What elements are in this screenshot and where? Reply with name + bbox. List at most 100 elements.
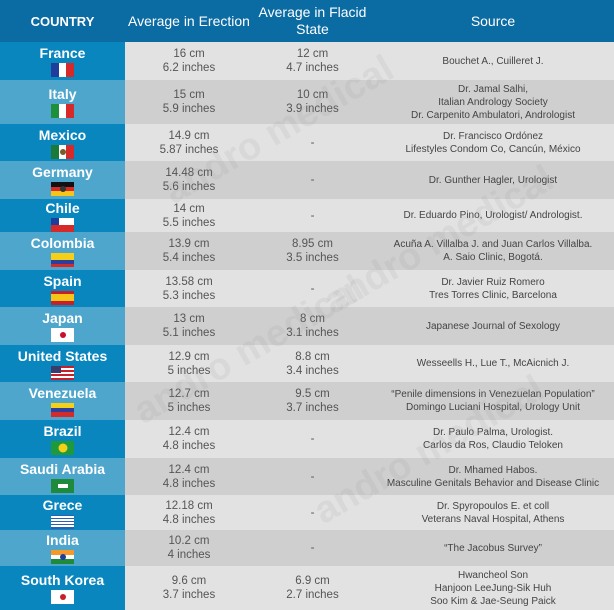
flacid-inches: 3.9 inches (286, 103, 339, 115)
flacid-cm: - (310, 470, 315, 483)
country-cell: Japan (0, 307, 125, 345)
country-name: Italy (48, 86, 77, 102)
erection-inches: 4 inches (167, 549, 211, 561)
country-name: United States (17, 347, 108, 364)
source-line: Dr. Francisco Ordónez (442, 130, 544, 142)
header-erection: Average in Erection (128, 12, 250, 29)
table-row: France 16 cm 6.2 inches 12 cm 4.7 inches… (0, 42, 614, 80)
header-source: Source (470, 12, 516, 29)
flacid-cm: 8.95 cm (292, 238, 333, 250)
header-country: COUNTRY (30, 13, 95, 29)
flacid-cm: - (310, 174, 315, 186)
country-cell: France (0, 42, 125, 80)
source-cell: Acuña A. Villalba J. and Juan Carlos Vil… (372, 232, 614, 270)
flag-icon (51, 478, 74, 493)
erection-inches: 5.5 inches (162, 216, 216, 229)
table-row: Mexico 14.9 cm 5.87 inches - Dr. Francis… (0, 124, 614, 161)
flacid-cell: 8 cm 3.1 inches (253, 307, 372, 345)
flacid-inches: 2.7 inches (286, 589, 339, 601)
flacid-cell: - (253, 495, 372, 530)
source-cell: Japanese Journal of Sexology (372, 307, 614, 345)
erection-cm: 12.7 cm (168, 388, 210, 400)
country-name: Colombia (30, 235, 95, 251)
table-row: Japan 13 cm 5.1 inches 8 cm 3.1 inches J… (0, 307, 614, 345)
source-cell: Dr. Gunther Hagler, Urologist (372, 161, 614, 199)
flacid-cell: - (253, 458, 372, 495)
erection-cm: 15 cm (173, 89, 205, 101)
flacid-cm: 9.5 cm (295, 388, 330, 400)
country-cell: India (0, 530, 125, 566)
erection-cm: 12.4 cm (168, 426, 210, 438)
source-cell: Dr. Spyropoulos E. et coll Veterans Naval… (372, 495, 614, 530)
country-cell: Germany (0, 161, 125, 199)
erection-cm: 12.4 cm (168, 463, 210, 476)
country-name: Grece (42, 496, 83, 513)
table-header: COUNTRY Average in Erection Average in F… (0, 0, 614, 42)
source-cell: Dr. Mhamed Habos. Masculine Genitals Beha… (372, 458, 614, 495)
erection-cm: 14.9 cm (168, 129, 210, 142)
erection-inches: 5 inches (167, 402, 211, 414)
country-cell: Brazil (0, 420, 125, 458)
flacid-cell: - (253, 124, 372, 161)
table-row: Venezuela 12.7 cm 5 inches 9.5 cm 3.7 in… (0, 382, 614, 420)
flacid-cell: - (253, 420, 372, 458)
erection-cell: 12.4 cm 4.8 inches (125, 420, 253, 458)
country-name: Japan (42, 310, 83, 326)
erection-inches: 5.9 inches (162, 103, 216, 115)
country-cell: Grece (0, 495, 125, 530)
erection-inches: 5.3 inches (162, 289, 216, 302)
flacid-cm: 8.8 cm (295, 350, 330, 363)
flacid-cell: 12 cm 4.7 inches (253, 42, 372, 80)
table-row: Saudi Arabia 12.4 cm 4.8 inches - Dr. Mh… (0, 458, 614, 495)
erection-cell: 14 cm 5.5 inches (125, 199, 253, 232)
source-cell: Dr. Eduardo Pino, Urologist/ Andrologist… (372, 199, 614, 232)
source-line: Masculine Genitals Behavior and Disease … (386, 477, 600, 489)
source-line: Dr. Jamal Salhi, (457, 83, 529, 95)
source-line: Carlos da Ros, Claudio Teloken (423, 440, 563, 451)
table-body: France 16 cm 6.2 inches 12 cm 4.7 inches… (0, 42, 614, 610)
source-line: Wesseells H., Lue T., McAicnich J. (416, 358, 570, 369)
source-cell: Wesseells H., Lue T., McAicnich J. (372, 345, 614, 382)
source-line: Japanese Journal of Sexology (426, 320, 560, 332)
flag-icon (51, 144, 74, 159)
source-line: Bouchet A., Cuilleret J. (442, 55, 544, 67)
source-cell: Dr. Jamal Salhi, Italian Andrology Societ… (372, 80, 614, 124)
source-line: Soo Kim & Jae-Seung Paick (430, 595, 556, 607)
flacid-cm: - (310, 542, 315, 554)
flag-icon (51, 403, 74, 417)
source-cell: “The Jacobus Survey” (372, 530, 614, 566)
flag-icon (51, 550, 74, 564)
source-line: Dr. Carpenito Ambulatori, Andrologist (411, 109, 575, 121)
flacid-cm: 10 cm (296, 89, 329, 101)
erection-inches: 3.7 inches (162, 589, 216, 601)
country-cell: South Korea (0, 566, 125, 610)
header-flacid: Average in Flacid State (258, 4, 367, 37)
country-name: Mexico (38, 126, 87, 143)
erection-inches: 5.1 inches (162, 327, 216, 339)
erection-cell: 16 cm 6.2 inches (125, 42, 253, 80)
flacid-cm: 8 cm (300, 313, 325, 325)
flacid-inches: 3.4 inches (286, 364, 339, 377)
country-name: Germany (32, 164, 93, 180)
flag-icon (51, 365, 74, 380)
erection-cell: 14.48 cm 5.6 inches (125, 161, 253, 199)
flacid-cell: 6.9 cm 2.7 inches (253, 566, 372, 610)
source-line: Dr. Spyropoulos E. et coll (436, 500, 550, 512)
flag-icon (51, 514, 74, 529)
erection-cell: 15 cm 5.9 inches (125, 80, 253, 124)
erection-inches: 5.87 inches (159, 143, 219, 156)
erection-cell: 13 cm 5.1 inches (125, 307, 253, 345)
flag-icon (51, 290, 74, 305)
erection-cell: 12.4 cm 4.8 inches (125, 458, 253, 495)
flacid-cm: 12 cm (296, 48, 329, 60)
erection-cm: 16 cm (173, 48, 205, 60)
source-line: A. Saio Clinic, Bogotá. (443, 252, 543, 263)
country-cell: Venezuela (0, 382, 125, 420)
flag-icon (51, 253, 74, 267)
erection-inches: 6.2 inches (162, 62, 216, 74)
source-line: Dr. Mhamed Habos. (448, 464, 538, 476)
table-row: Colombia 13.9 cm 5.4 inches 8.95 cm 3.5 … (0, 232, 614, 270)
erection-cell: 13.9 cm 5.4 inches (125, 232, 253, 270)
flacid-cm: - (310, 136, 315, 149)
source-cell: Hwancheol Son Hanjoon LeeJung-Sik Huh Soo … (372, 566, 614, 610)
